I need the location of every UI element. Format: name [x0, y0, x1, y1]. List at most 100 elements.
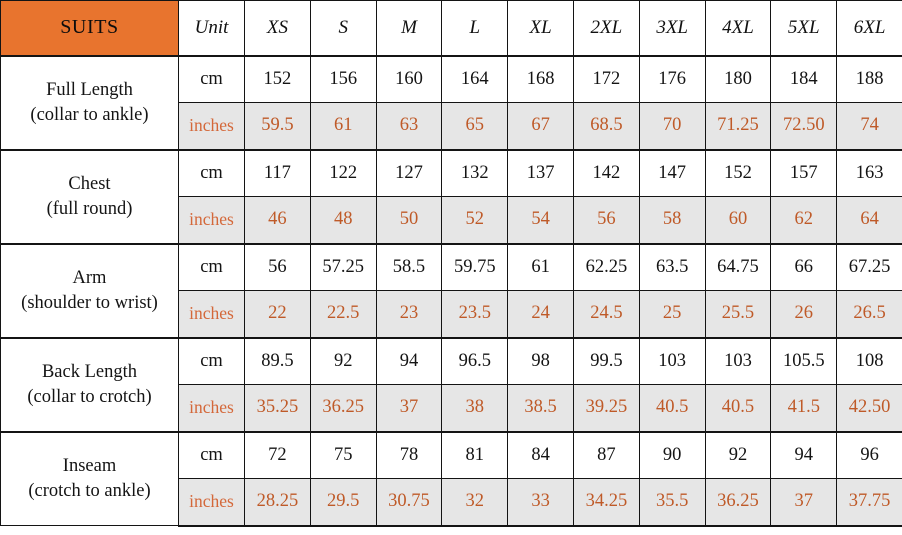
cell-cm: 132: [441, 148, 509, 197]
unit-cell-inches: inches: [178, 196, 245, 245]
cell-inches: 63: [375, 102, 443, 151]
cell-cm: 103: [704, 336, 772, 385]
cell-cm: 152: [704, 148, 772, 197]
cell-cm: 57.25: [309, 242, 377, 291]
cell-inches: 30.75: [375, 478, 443, 527]
cell-inches: 64: [836, 196, 902, 245]
unit-cell-cm: cm: [178, 430, 245, 479]
cell-inches: 50: [375, 196, 443, 245]
table-row: Inseam (crotch to ankle) cm 72 75 78 81 84 87 90 9…: [0, 430, 902, 526]
cell-inches: 46: [244, 196, 311, 245]
cell-inches: 35.5: [638, 478, 706, 527]
measurement-label-sub: (full round): [46, 198, 133, 219]
cell-cm: 122: [309, 148, 377, 197]
cell-inches: 34.25: [572, 478, 640, 527]
cell-cm: 94: [375, 336, 443, 385]
table-header: SUITS Unit XS S M L XL 2XL 3XL 4XL 5XL 6…: [0, 0, 902, 56]
cell-cm: 152: [244, 54, 311, 103]
measurement-label-sub: (collar to ankle): [30, 104, 149, 125]
table-row: inches 46 48 50 52 54 56 58 60 62 64: [1, 196, 902, 245]
cell-cm: 58.5: [375, 242, 443, 291]
column-header-xs: XS: [244, 0, 311, 56]
unit-cell-inches: inches: [178, 384, 245, 433]
measurement-label-main: Full Length: [46, 80, 133, 101]
cell-cm: 92: [309, 336, 377, 385]
cell-cm: 81: [441, 430, 509, 479]
cell-inches: 54: [507, 196, 574, 245]
measurement-label-3: Back Length (collar to crotch): [0, 336, 179, 432]
cell-inches: 58: [638, 196, 706, 245]
cell-inches: 72.50: [770, 102, 838, 151]
cell-inches: 38.5: [507, 384, 574, 433]
table-row: inches 59.5 61 63 65 67 68.5 70 71.25 72.50 74: [1, 102, 902, 151]
cell-inches: 33: [507, 478, 574, 527]
table-row: Full Length (collar to ankle) cm 152 156 160 1…: [0, 54, 902, 150]
cell-inches: 38: [441, 384, 509, 433]
cell-cm: 64.75: [704, 242, 772, 291]
cell-inches: 39.25: [572, 384, 640, 433]
cell-cm: 127: [375, 148, 443, 197]
cell-cm: 99.5: [572, 336, 640, 385]
cell-inches: 32: [441, 478, 509, 527]
table-row: Arm (shoulder to wrist) cm 56 57.25 58.5 59.75…: [0, 242, 902, 338]
measurement-label-2: Arm (shoulder to wrist): [0, 242, 179, 338]
cell-inches: 61: [309, 102, 377, 151]
measurement-label-main: Arm: [72, 268, 107, 289]
table-row: Chest (full round) cm 117 122 127 132 137 142 147…: [0, 148, 902, 244]
column-header-unit: Unit: [178, 0, 245, 56]
cell-cm: 176: [638, 54, 706, 103]
cell-cm: 67.25: [836, 242, 902, 291]
unit-cell-cm: cm: [178, 148, 245, 197]
cell-cm: 156: [309, 54, 377, 103]
table-row: inches 22 22.5 23 23.5 24 24.5 25 25.5 26 26.5: [1, 290, 902, 339]
cell-cm: 96.5: [441, 336, 509, 385]
cell-inches: 42.50: [836, 384, 902, 433]
column-header-xl: XL: [507, 0, 574, 56]
cell-cm: 96: [836, 430, 902, 479]
header-row: SUITS Unit XS S M L XL 2XL 3XL 4XL 5XL 6…: [0, 0, 902, 56]
cell-inches: 36.25: [309, 384, 377, 433]
cell-cm: 89.5: [244, 336, 311, 385]
cell-cm: 117: [244, 148, 311, 197]
cell-cm: 72: [244, 430, 311, 479]
cell-inches: 24: [507, 290, 574, 339]
cell-cm: 172: [572, 54, 640, 103]
table-row: Back Length (collar to crotch) cm 89.5 92 94 9…: [0, 336, 902, 432]
cell-inches: 56: [572, 196, 640, 245]
cell-inches: 22.5: [309, 290, 377, 339]
cell-cm: 105.5: [770, 336, 838, 385]
cell-inches: 71.25: [704, 102, 772, 151]
chart-title-suits: SUITS: [0, 0, 179, 56]
cell-inches: 59.5: [244, 102, 311, 151]
unit-cell-inches: inches: [178, 290, 245, 339]
unit-cell-cm: cm: [178, 242, 245, 291]
cell-cm: 92: [704, 430, 772, 479]
cell-inches: 24.5: [572, 290, 640, 339]
column-header-6xl: 6XL: [836, 0, 902, 56]
measurement-label-sub: (shoulder to wrist): [21, 292, 158, 313]
cell-cm: 78: [375, 430, 443, 479]
cell-inches: 23: [375, 290, 443, 339]
cell-inches: 29.5: [309, 478, 377, 527]
cell-inches: 67: [507, 102, 574, 151]
measurement-label-0: Full Length (collar to ankle): [0, 54, 179, 150]
cell-inches: 37: [375, 384, 443, 433]
cell-inches: 35.25: [244, 384, 311, 433]
unit-cell-cm: cm: [178, 336, 245, 385]
measurement-label-4: Inseam (crotch to ankle): [0, 430, 179, 526]
column-header-3xl: 3XL: [638, 0, 706, 56]
unit-cell-inches: inches: [178, 102, 245, 151]
cell-cm: 61: [507, 242, 574, 291]
cell-cm: 56: [244, 242, 311, 291]
column-header-2xl: 2XL: [572, 0, 640, 56]
cell-inches: 40.5: [704, 384, 772, 433]
cell-inches: 25: [638, 290, 706, 339]
column-header-4xl: 4XL: [704, 0, 772, 56]
cell-inches: 60: [704, 196, 772, 245]
cell-cm: 180: [704, 54, 772, 103]
cell-cm: 90: [638, 430, 706, 479]
cell-inches: 48: [309, 196, 377, 245]
cell-inches: 40.5: [638, 384, 706, 433]
column-header-l: L: [441, 0, 509, 56]
